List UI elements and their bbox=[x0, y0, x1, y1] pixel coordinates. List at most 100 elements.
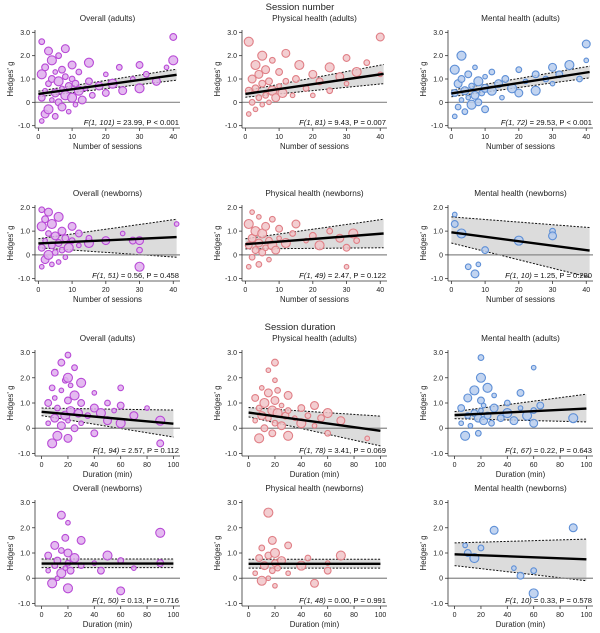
data-point bbox=[283, 390, 293, 400]
data-point bbox=[548, 231, 558, 241]
y-tick-label: 1.0 bbox=[20, 77, 30, 84]
x-tick-label: 60 bbox=[117, 612, 125, 619]
data-point bbox=[70, 424, 79, 433]
panel-title: Mental health (adults) bbox=[481, 14, 560, 23]
data-point bbox=[53, 76, 64, 87]
data-point bbox=[460, 430, 471, 441]
x-tick-label: 30 bbox=[136, 287, 144, 294]
data-point bbox=[67, 221, 77, 231]
x-tick-label: 10 bbox=[481, 287, 489, 294]
stats-p-value: P = 0.290 bbox=[559, 271, 592, 280]
data-point bbox=[488, 68, 496, 76]
y-tick-label: 2.0 bbox=[227, 525, 237, 532]
x-tick-label: 80 bbox=[350, 462, 358, 469]
data-point bbox=[322, 408, 333, 419]
data-point bbox=[101, 89, 110, 97]
y-axis-label: Hedges' g bbox=[213, 62, 222, 97]
data-point bbox=[568, 523, 578, 533]
regression-line bbox=[38, 235, 177, 245]
data-point bbox=[291, 219, 301, 229]
y-tick-label: -1.0 bbox=[18, 123, 30, 130]
regression-line bbox=[451, 231, 590, 252]
data-point bbox=[297, 404, 306, 412]
y-tick-label: 0 bbox=[439, 576, 443, 583]
stats-p-value: P = 0.578 bbox=[559, 596, 592, 605]
band-upper-line bbox=[454, 538, 587, 544]
stats-annotation: F(1, 10) = 1.25, P = 0.290 bbox=[505, 271, 592, 280]
data-point bbox=[56, 568, 67, 579]
y-tick-label: 2.0 bbox=[20, 53, 30, 60]
y-tick-label: 2.0 bbox=[433, 375, 443, 382]
stats-f-value: = 2.57, bbox=[119, 446, 147, 455]
data-point bbox=[375, 32, 385, 42]
data-point bbox=[463, 393, 473, 403]
data-point bbox=[488, 419, 495, 427]
x-tick-label: 0 bbox=[449, 287, 453, 294]
data-point bbox=[61, 533, 70, 542]
data-point bbox=[528, 588, 539, 599]
data-point bbox=[134, 261, 145, 272]
data-point bbox=[50, 413, 60, 423]
data-point bbox=[296, 560, 307, 571]
data-point bbox=[65, 417, 71, 424]
y-tick-label: -1.0 bbox=[431, 451, 443, 458]
stats-annotation: F(1, 101) = 23.99, P < 0.001 bbox=[84, 118, 179, 127]
data-point bbox=[470, 90, 480, 100]
data-point bbox=[475, 261, 482, 268]
x-tick-label: 60 bbox=[530, 462, 538, 469]
stats-f-value: = 0.13, bbox=[119, 596, 147, 605]
data-point bbox=[292, 75, 300, 83]
stats-f-prefix: F(1, 50) bbox=[92, 596, 119, 605]
panel-4: Overall (newborns) -1.0 0 1.0 2.0 0 10 20 30 40 Nu… bbox=[6, 189, 180, 304]
data-point bbox=[491, 392, 497, 399]
data-point bbox=[64, 396, 72, 405]
band-lower-line bbox=[451, 77, 590, 98]
data-point bbox=[309, 401, 319, 411]
y-axis-label: Hedges' g bbox=[419, 536, 428, 571]
data-point bbox=[516, 571, 525, 580]
data-point bbox=[41, 63, 50, 72]
data-point bbox=[285, 570, 291, 577]
stats-f-value: = 0.22, bbox=[532, 446, 560, 455]
band-lower-line bbox=[245, 83, 384, 98]
data-point bbox=[144, 405, 150, 411]
stats-f-value: = 29.53, bbox=[528, 118, 560, 127]
panel-title: Mental health (adults) bbox=[481, 334, 560, 343]
x-tick-label: 100 bbox=[168, 462, 180, 469]
y-tick-label: 0 bbox=[233, 252, 237, 259]
data-point bbox=[576, 75, 583, 83]
data-point bbox=[75, 68, 83, 76]
data-point bbox=[501, 75, 510, 83]
data-point bbox=[61, 73, 69, 81]
panel-title: Overall (adults) bbox=[80, 14, 136, 23]
data-point bbox=[45, 567, 52, 574]
x-axis-label: Number of sessions bbox=[280, 295, 349, 304]
y-tick-label: 3.0 bbox=[20, 500, 30, 507]
data-point bbox=[75, 242, 82, 249]
stats-p-value: P = 0.122 bbox=[353, 271, 386, 280]
data-point bbox=[88, 91, 96, 99]
data-point bbox=[49, 261, 55, 268]
data-point bbox=[129, 411, 139, 421]
y-tick-label: 1.0 bbox=[20, 551, 30, 558]
data-point bbox=[451, 113, 458, 120]
data-point bbox=[57, 226, 67, 236]
data-point bbox=[342, 54, 351, 62]
regression-line bbox=[38, 73, 177, 96]
stats-f-prefix: F(1, 67) bbox=[505, 446, 532, 455]
stats-annotation: F(1, 51) = 0.56, P = 0.458 bbox=[92, 271, 179, 280]
stats-f-prefix: F(1, 48) bbox=[299, 596, 326, 605]
x-tick-label: 0 bbox=[243, 287, 247, 294]
data-point bbox=[45, 230, 52, 237]
data-point bbox=[67, 92, 78, 103]
stats-f-prefix: F(1, 81) bbox=[299, 118, 326, 127]
y-tick-label: 1.0 bbox=[433, 77, 443, 84]
x-tick-label: 0 bbox=[247, 612, 251, 619]
data-point bbox=[274, 564, 281, 572]
data-point bbox=[343, 80, 350, 87]
data-point bbox=[41, 215, 50, 224]
data-point bbox=[564, 59, 575, 71]
data-point bbox=[308, 69, 318, 79]
data-point bbox=[58, 65, 66, 74]
y-tick-label: 3.0 bbox=[433, 30, 443, 37]
